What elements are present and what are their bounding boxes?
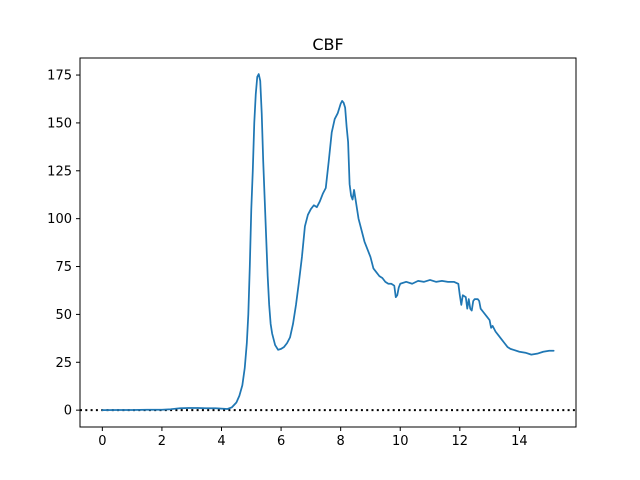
y-tick-label: 0	[64, 404, 72, 419]
x-tick-label: 6	[277, 434, 285, 449]
plot-frame	[79, 57, 577, 428]
y-tick-label: 100	[47, 212, 72, 227]
x-tick-label: 14	[511, 434, 528, 449]
y-tick-label: 75	[55, 260, 72, 275]
series-line	[101, 73, 555, 412]
y-tick-label: 175	[47, 69, 72, 84]
x-tick-label: 4	[217, 434, 225, 449]
x-tick-label: 8	[337, 434, 345, 449]
x-tick-label: 12	[452, 434, 469, 449]
y-tick-label: 50	[55, 308, 72, 323]
x-tick-label: 2	[158, 434, 166, 449]
y-axis: 0 25 50 75 100 125 150 175	[47, 69, 80, 419]
x-tick-label: 0	[98, 434, 106, 449]
y-tick-label: 150	[47, 116, 72, 131]
x-tick-label: 10	[392, 434, 409, 449]
x-axis: 0 2 4 6 8 10 12 14	[98, 427, 528, 449]
y-tick-label: 25	[55, 356, 72, 371]
series-layer	[101, 73, 555, 412]
chart-title: CBF	[312, 35, 343, 54]
y-tick-label: 125	[47, 164, 72, 179]
